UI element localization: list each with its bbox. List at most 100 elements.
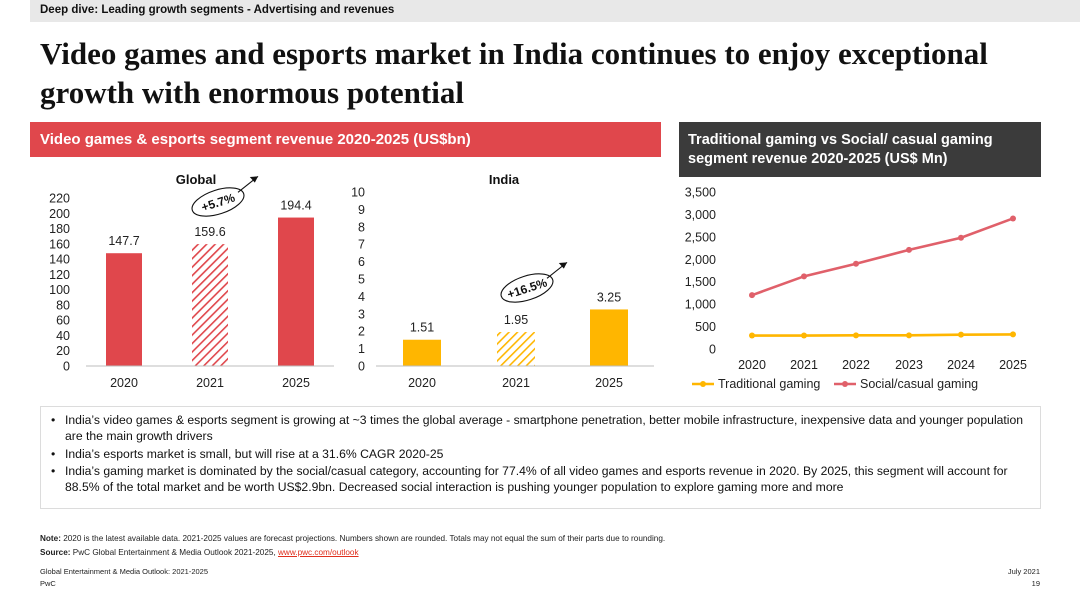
legend-marker (700, 381, 706, 387)
x-tick-label: 2024 (947, 358, 975, 372)
bar-value-label: 147.7 (108, 234, 139, 248)
y-tick-label: 4 (358, 290, 365, 304)
y-tick-label: 500 (695, 320, 716, 334)
source-text: PwC Global Entertainment & Media Outlook… (70, 548, 279, 557)
left-panel-header: Video games & esports segment revenue 20… (30, 122, 661, 157)
x-tick-label: 2025 (595, 376, 623, 390)
series-line-social (751, 217, 1014, 297)
y-tick-label: 1,500 (685, 275, 716, 289)
bar-2021 (192, 244, 228, 366)
page-number: 19 (1031, 579, 1040, 588)
india-bar-chart: 0 1 2 3 4 5 6 7 8 9 10 India 1.51 2020 1.95 2021 3.25 202… (351, 172, 654, 390)
data-point (1010, 215, 1016, 222)
x-tick-label: 2020 (738, 358, 766, 372)
y-tick-label: 5 (358, 273, 365, 287)
y-tick-label: 0 (63, 360, 70, 374)
bar-value-label: 159.6 (194, 225, 225, 239)
x-tick-label: 2025 (282, 376, 310, 390)
chart-title: India (489, 172, 520, 187)
bar-value-label: 1.51 (410, 321, 434, 335)
source-label: Source: (40, 548, 71, 557)
source-footnote: Source: PwC Global Entertainment & Media… (40, 548, 359, 557)
y-tick-label: 10 (351, 186, 365, 200)
data-point (749, 332, 755, 339)
data-point (749, 292, 755, 299)
x-tick-label: 2022 (842, 358, 870, 372)
growth-annotation: +5.7% (191, 175, 259, 217)
chart-title: Global (176, 172, 216, 187)
data-point (906, 332, 912, 339)
right-panel-header: Traditional gaming vs Social/ casual gam… (679, 122, 1041, 177)
y-tick-label: 140 (49, 253, 70, 267)
y-tick-label: 0 (709, 343, 716, 357)
y-tick-label: 1 (358, 342, 365, 356)
x-tick-label: 2023 (895, 358, 923, 372)
y-tick-label: 2,000 (685, 253, 716, 267)
growth-oval (500, 273, 554, 303)
note-text: 2020 is the latest available data. 2021-… (60, 534, 666, 543)
y-tick-label: 8 (358, 220, 365, 234)
footer-brand: PwC (40, 579, 56, 588)
bullet-item: India’s esports market is small, but wil… (49, 447, 1030, 463)
note-label: Note: (40, 534, 61, 543)
y-tick-label: 220 (49, 192, 70, 206)
data-point (958, 234, 964, 241)
legend-label: Social/casual gaming (860, 377, 978, 391)
y-tick-label: 7 (358, 238, 365, 252)
bar-2025 (590, 309, 628, 366)
y-tick-label: 100 (49, 283, 70, 297)
y-tick-label: 1,000 (685, 298, 716, 312)
y-tick-label: 200 (49, 207, 70, 221)
y-tick-label: 180 (49, 222, 70, 236)
growth-arrow-head (558, 262, 568, 269)
legend-marker (842, 381, 848, 387)
y-tick-label: 120 (49, 268, 70, 282)
x-tick-label: 2021 (790, 358, 818, 372)
y-tick-label: 2,500 (685, 230, 716, 244)
section-label: Deep dive: Leading growth segments - Adv… (40, 4, 395, 16)
legend-label: Traditional gaming (718, 377, 820, 391)
y-tick-label: 20 (56, 344, 70, 358)
bar-value-label: 3.25 (597, 290, 621, 304)
key-insights-box: India’s video games & esports segment is… (40, 406, 1041, 509)
footer-date: July 2021 (1007, 567, 1040, 576)
y-tick-label: 60 (56, 314, 70, 328)
y-tick-label: 3,500 (685, 186, 716, 200)
gaming-line-chart: 0 500 1,000 1,500 2,000 2,500 3,000 3,500 2020 20… (685, 186, 1027, 392)
bar-value-label: 1.95 (504, 313, 528, 327)
bar-2021 (497, 332, 535, 366)
y-tick-label: 2 (358, 325, 365, 339)
growth-oval (191, 187, 245, 217)
bar-2020 (403, 339, 441, 366)
y-tick-label: 160 (49, 237, 70, 251)
data-point (906, 246, 912, 253)
x-tick-label: 2025 (999, 358, 1027, 372)
y-tick-label: 0 (358, 360, 365, 374)
data-point (801, 332, 807, 339)
x-tick-label: 2020 (110, 376, 138, 390)
y-tick-label: 40 (56, 329, 70, 343)
bar-2020 (106, 253, 142, 366)
note-footnote: Note: 2020 is the latest available data.… (40, 534, 665, 543)
data-point (958, 331, 964, 338)
x-tick-label: 2021 (196, 376, 224, 390)
data-point (853, 260, 859, 267)
x-tick-label: 2021 (502, 376, 530, 390)
y-tick-label: 80 (56, 298, 70, 312)
data-point (853, 332, 859, 339)
data-point (801, 273, 807, 280)
data-point (1010, 331, 1016, 338)
growth-annotation: +16.5% (500, 261, 568, 303)
growth-arrow-head (249, 176, 259, 183)
slide-title: Video games and esports market in India … (40, 36, 988, 110)
y-tick-label: 3,000 (685, 208, 716, 222)
right-panel-heading: Traditional gaming vs Social/ casual gam… (688, 132, 993, 167)
y-tick-label: 9 (358, 203, 365, 217)
y-tick-label: 3 (358, 307, 365, 321)
bar-value-label: 194.4 (280, 199, 311, 213)
footer-publication: Global Entertainment & Media Outlook: 20… (40, 567, 209, 576)
bar-2025 (278, 217, 314, 366)
source-link[interactable]: www.pwc.com/outlook (278, 548, 359, 557)
